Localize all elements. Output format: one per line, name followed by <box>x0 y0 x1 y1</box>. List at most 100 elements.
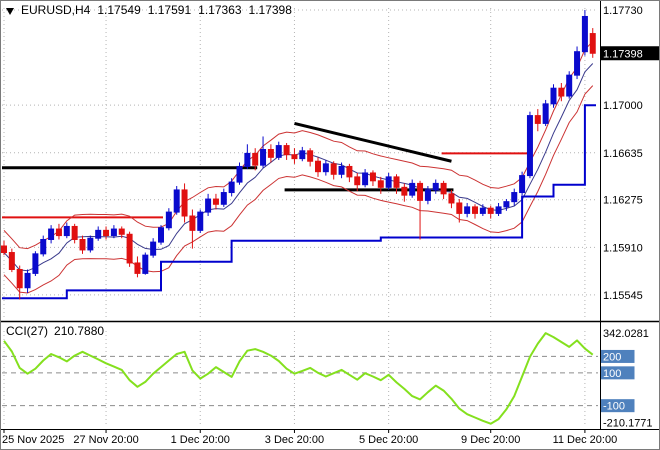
candle <box>315 157 321 177</box>
candle <box>197 209 204 233</box>
cci-level-tag-label: 200 <box>603 351 621 363</box>
black-trendline[interactable] <box>294 121 452 163</box>
upper-band-line <box>3 40 594 250</box>
time-axis[interactable]: 25 Nov 2025 27 Nov 20:00 1 Dec 20:00 3 Dec … <box>2 429 618 447</box>
candle <box>173 186 180 215</box>
cci-line <box>3 332 594 425</box>
price-axis-label: 1.15545 <box>603 290 643 302</box>
candle <box>440 180 447 200</box>
candle <box>267 144 274 163</box>
current-price-tag-label: 1.17398 <box>603 48 643 60</box>
chart-marker-icon <box>6 8 14 15</box>
candle <box>487 205 494 219</box>
candle <box>220 188 227 207</box>
cci-axis[interactable]: 342.0281 -210.1771 200 100 -100 <box>600 328 653 430</box>
chart-header: EURUSD,H4 1.17549 1.17591 1.17363 1.17398 <box>6 3 299 17</box>
candle <box>110 225 117 239</box>
candle <box>260 136 267 168</box>
candle <box>24 269 31 293</box>
ohlc-open: 1.17549 <box>97 3 141 17</box>
price-axis-label: 1.15910 <box>603 242 643 254</box>
candle <box>330 161 337 180</box>
ohlc-high: 1.17591 <box>147 3 192 17</box>
price-axis-label: 1.16275 <box>603 195 643 207</box>
drawn-objects[interactable] <box>2 121 532 219</box>
time-axis-label: 27 Nov 20:00 <box>73 434 138 446</box>
candle <box>283 142 290 160</box>
price-axis-label: 1.16635 <box>603 148 643 160</box>
candle <box>542 99 549 127</box>
candle <box>55 223 62 240</box>
time-axis-label: 11 Dec 20:00 <box>553 434 618 446</box>
candle <box>338 162 345 179</box>
candle <box>448 189 455 209</box>
candle <box>118 226 125 239</box>
candle <box>464 202 471 218</box>
price-axis-label: 1.17730 <box>603 5 643 17</box>
candle <box>291 148 298 164</box>
candle <box>519 171 526 196</box>
main-price-pane[interactable] <box>1 9 597 300</box>
time-axis-label: 1 Dec 20:00 <box>171 434 230 446</box>
candle <box>550 84 557 108</box>
candle <box>417 180 424 240</box>
candle <box>236 162 243 185</box>
candle <box>385 172 392 190</box>
candle <box>142 252 149 275</box>
candle <box>126 231 133 267</box>
candle <box>534 109 541 132</box>
cci-max-label: 342.0281 <box>603 328 649 340</box>
candle <box>32 251 39 277</box>
candle <box>558 82 565 102</box>
candle <box>495 202 502 217</box>
cci-name: CCI(27) <box>6 324 49 338</box>
candle <box>228 178 235 197</box>
candle <box>574 46 581 80</box>
candle <box>566 71 573 99</box>
candle <box>307 148 314 167</box>
candle <box>71 223 78 244</box>
time-axis-label: 25 Nov 2025 <box>2 434 64 446</box>
candle <box>87 235 94 253</box>
cci-min-label: -210.1771 <box>603 418 653 430</box>
candle <box>134 256 141 278</box>
candle <box>322 159 329 176</box>
candle <box>377 176 384 194</box>
price-axis-label: 1.17000 <box>603 100 643 112</box>
candle <box>8 248 15 273</box>
candle <box>158 225 164 245</box>
candle <box>401 183 408 202</box>
candle <box>479 204 486 217</box>
candle <box>362 169 369 188</box>
candle <box>16 265 23 300</box>
candle <box>205 193 212 217</box>
candle <box>40 235 47 257</box>
cci-indicator-label[interactable]: CCI(27) 210.7880 <box>6 324 110 338</box>
ohlc-close: 1.17398 <box>248 3 292 17</box>
candle <box>275 141 282 160</box>
cci-indicator-pane[interactable] <box>2 332 598 425</box>
cci-level-tag <box>600 399 635 413</box>
candle <box>63 222 70 239</box>
candle <box>212 193 219 210</box>
time-axis-label: 5 Dec 20:00 <box>359 434 418 446</box>
candle <box>79 235 86 254</box>
symbol-timeframe-label: EURUSD,H4 <box>21 3 91 17</box>
candle <box>150 238 157 258</box>
candle <box>409 179 416 198</box>
candle <box>369 170 376 187</box>
candle <box>48 225 55 244</box>
lower-band-line <box>3 85 594 294</box>
candle <box>95 226 102 241</box>
candle <box>346 163 353 183</box>
time-axis-label: 9 Dec 20:00 <box>461 434 520 446</box>
price-axis[interactable]: 1.17730 1.17000 1.16635 1.16275 1.15910 1.155… <box>600 5 660 302</box>
candle <box>581 9 588 56</box>
candle <box>252 148 259 171</box>
candle <box>589 28 596 58</box>
candle <box>432 179 439 194</box>
candle <box>456 199 463 223</box>
